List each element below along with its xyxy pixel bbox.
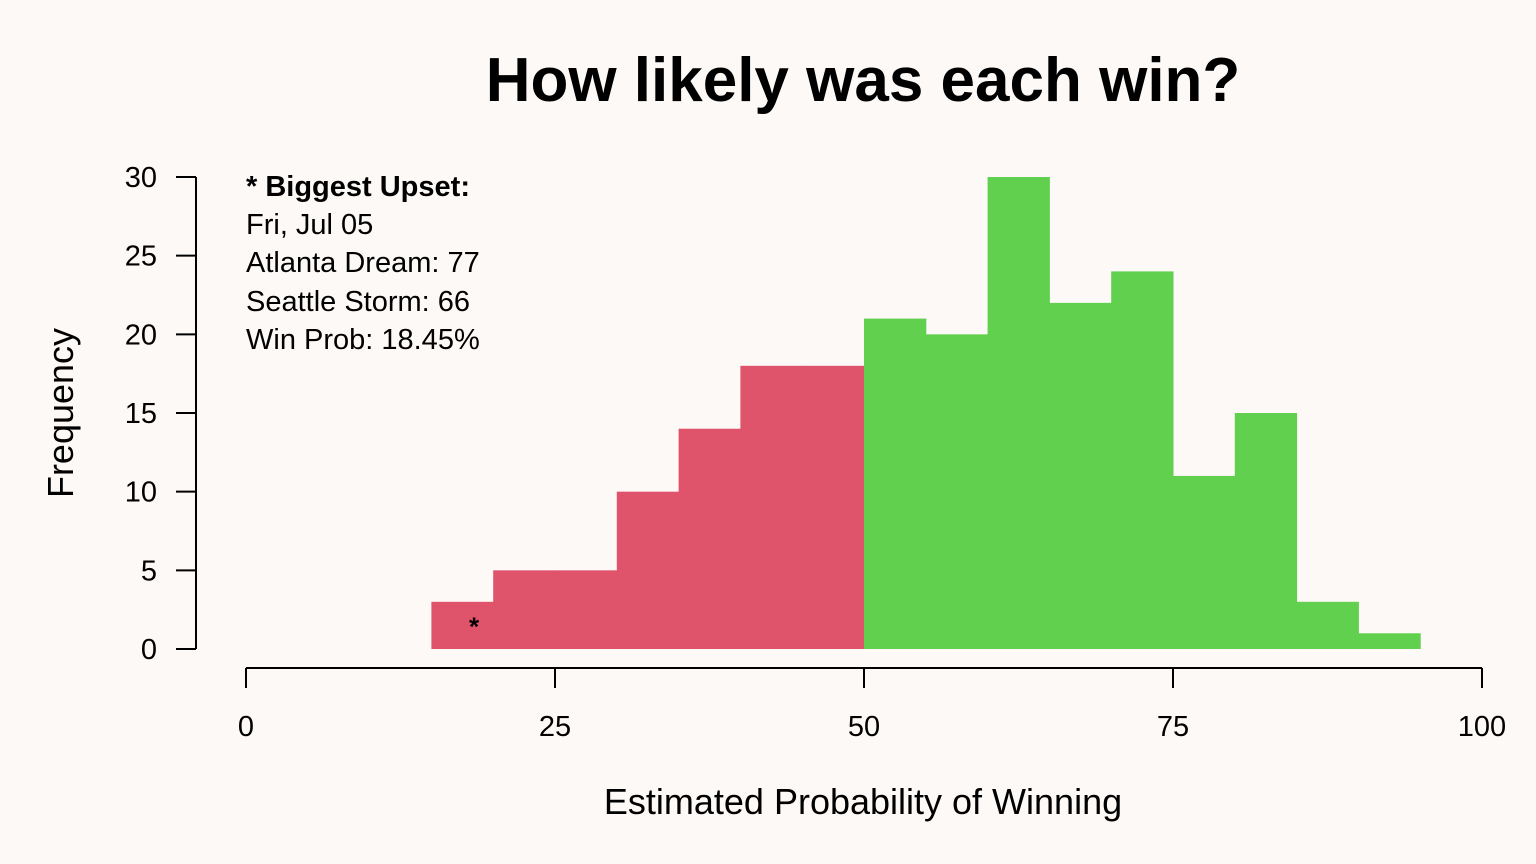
x-tick-label: 50 [848,711,880,743]
x-tick-label: 75 [1157,711,1189,743]
chart-title: How likely was each win? [486,46,1241,115]
x-axis-label: Estimated Probability of Winning [604,781,1122,822]
histogram-bar [431,601,494,649]
histogram-bar [802,365,865,649]
histogram-bar [616,491,680,649]
y-axis-label: Frequency [40,328,81,498]
histogram-bar [1111,271,1174,649]
x-axis: 0 25 50 75 100 [238,667,1506,743]
x-tick-label: 100 [1458,711,1506,743]
y-tick-label: 25 [125,241,157,273]
x-tick-label: 25 [539,711,571,743]
y-tick-label: 20 [125,319,157,351]
annotation-date: Fri, Jul 05 [246,209,373,241]
histogram-bar [1234,413,1298,649]
annotation-winner-score: Atlanta Dream: 77 [246,247,480,279]
annotation-win-prob: Win Prob: 18.45% [246,324,480,356]
histogram-bar [555,570,618,649]
y-tick-label: 10 [125,477,157,509]
x-tick-label: 0 [238,711,254,743]
y-tick-label: 15 [125,398,157,430]
y-tick-label: 30 [125,162,157,194]
histogram-bar [987,177,1050,649]
annotation-heading: * Biggest Upset: [246,171,470,203]
histogram-bar [1358,633,1421,649]
histogram-bar [493,570,556,649]
histogram-bar [678,428,741,649]
histogram-bar [1296,601,1359,649]
histogram-bar [1049,302,1112,649]
y-tick-label: 5 [141,555,157,587]
histogram-bar [740,365,803,649]
y-tick-label: 0 [141,634,157,666]
histogram-bar [1173,475,1236,649]
histogram-bars [431,177,1421,649]
upset-marker: * [469,612,480,642]
biggest-upset-annotation: * Biggest Upset: Fri, Jul 05 Atlanta Dre… [246,171,480,356]
y-axis: 0 5 10 15 20 25 30 [125,162,197,666]
histogram-bar [925,334,989,649]
annotation-loser-score: Seattle Storm: 66 [246,286,470,318]
histogram-bar [864,318,927,649]
